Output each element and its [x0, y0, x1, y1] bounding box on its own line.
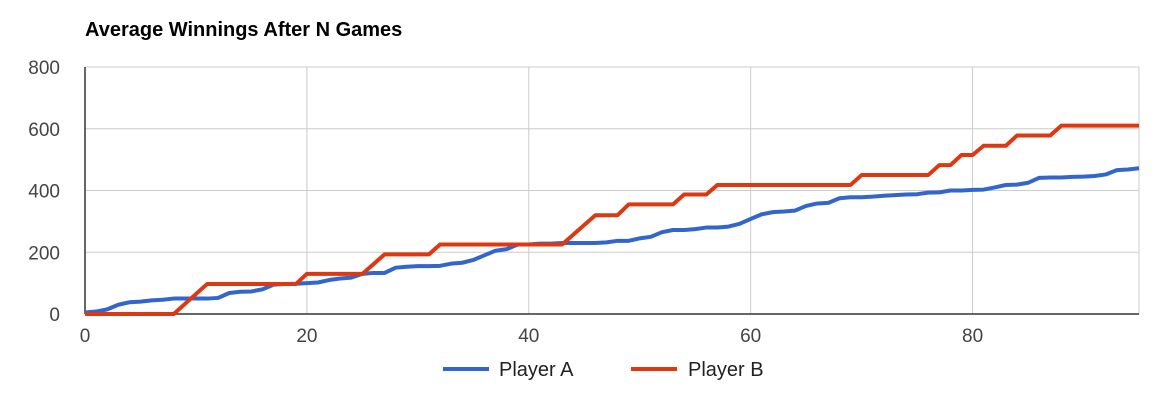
legend-label-player-a: Player A	[499, 359, 574, 381]
gridlines	[85, 66, 1140, 314]
y-tick-label: 600	[28, 120, 60, 141]
x-tick-label: 20	[296, 326, 317, 347]
x-tick-label: 0	[80, 326, 91, 347]
x-tick-label: 40	[518, 326, 539, 347]
x-tick-label: 80	[962, 326, 983, 347]
legend: Player A Player B	[443, 359, 764, 381]
y-tick-label: 800	[28, 58, 60, 79]
axes: 0 200 400 600 800 0 20 40 60 80	[28, 58, 1139, 347]
y-tick-label: 200	[28, 243, 60, 264]
y-tick-label: 400	[28, 182, 60, 203]
series-line-player-b[interactable]	[85, 123, 1139, 316]
chart-title: Average Winnings After N Games	[85, 19, 402, 41]
series-line-player-a[interactable]	[84, 166, 1140, 315]
legend-item-player-a[interactable]: Player A	[443, 359, 574, 381]
legend-label-player-b: Player B	[688, 359, 764, 381]
series-lines	[84, 123, 1140, 316]
y-tick-label: 0	[49, 305, 60, 326]
x-tick-label: 60	[740, 326, 761, 347]
legend-item-player-b[interactable]: Player B	[631, 359, 764, 381]
